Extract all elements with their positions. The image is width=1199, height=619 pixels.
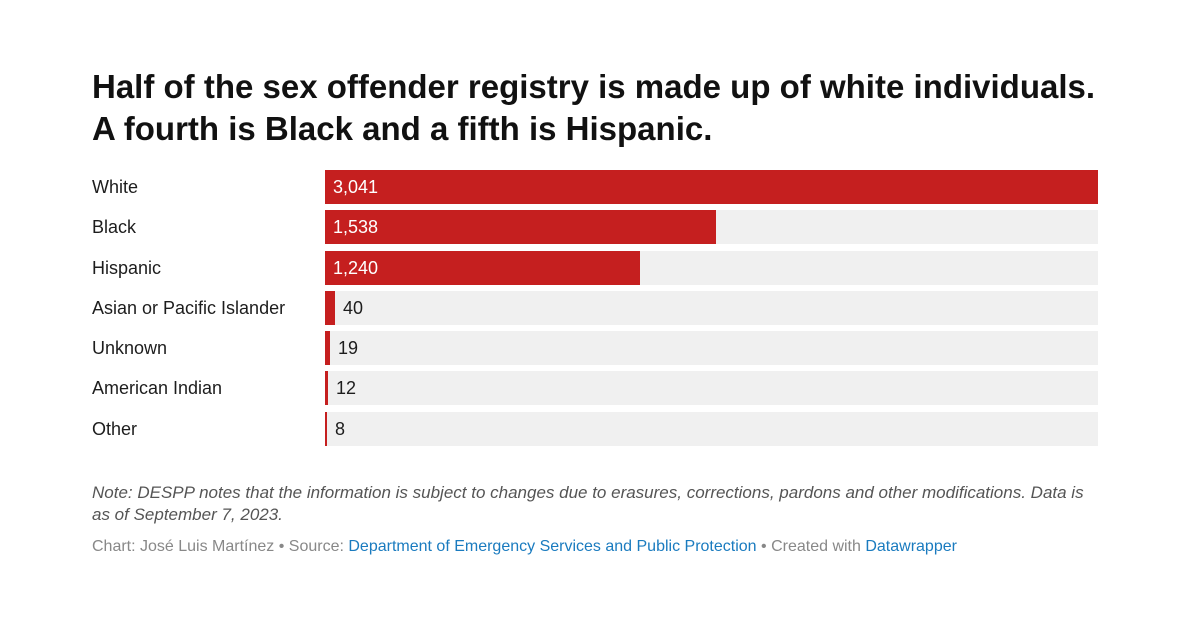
- bar-track: 12: [325, 371, 1098, 406]
- bar: [325, 371, 328, 406]
- bar-row: Asian or Pacific Islander 40: [92, 290, 1098, 325]
- bar-track: 40: [325, 290, 1098, 325]
- bar-track: 1,538: [325, 210, 1098, 245]
- value-label: 40: [343, 297, 364, 318]
- value-label: 1,240: [333, 257, 379, 278]
- bar-row: American Indian 12: [92, 371, 1098, 406]
- bar-row: Unknown 19: [92, 331, 1098, 366]
- chart-title: Half of the sex offender registry is mad…: [92, 68, 1096, 147]
- bar: [325, 250, 640, 285]
- value-label: 19: [338, 338, 359, 359]
- bar-row: Hispanic 1,240: [92, 250, 1098, 285]
- value-label: 1,538: [333, 217, 379, 238]
- chart-footer: Chart: José Luis Martínez • Source: Depa…: [92, 536, 1102, 558]
- category-label: White: [92, 177, 139, 197]
- bar-row: White 3,041: [92, 170, 1098, 204]
- footer-credit: Chart: José Luis Martínez • Source:: [92, 538, 349, 555]
- bar-track: 3,041: [325, 170, 1098, 204]
- source-link[interactable]: Department of Emergency Services and Pub…: [348, 538, 757, 555]
- category-label: American Indian: [92, 378, 223, 399]
- value-label: 3,041: [333, 177, 379, 197]
- category-label: Other: [92, 418, 138, 439]
- category-label: Asian or Pacific Islander: [92, 297, 286, 318]
- footer-created-with: • Created with: [756, 538, 866, 555]
- bar-track: 1,240: [325, 250, 1098, 285]
- datawrapper-link[interactable]: Datawrapper: [865, 538, 957, 555]
- bar-track: 19: [325, 331, 1098, 366]
- bar: [325, 290, 335, 325]
- bar: [325, 331, 330, 366]
- value-label: 12: [336, 378, 357, 399]
- category-label: Black: [92, 217, 137, 238]
- category-label: Unknown: [92, 338, 168, 359]
- bar: [325, 411, 327, 446]
- bar-row: Other 8: [92, 411, 1098, 446]
- bar-chart: White 3,041 Black 1,538 Hispanic 1,240 Asian o…: [92, 170, 1098, 452]
- value-label: 8: [335, 418, 346, 439]
- bar: [325, 210, 716, 245]
- bar: [325, 170, 1098, 204]
- bar-track: 8: [325, 411, 1098, 446]
- bar-row: Black 1,538: [92, 210, 1098, 245]
- category-label: Hispanic: [92, 257, 162, 278]
- chart-note: Note: DESPP notes that the information i…: [92, 483, 1084, 524]
